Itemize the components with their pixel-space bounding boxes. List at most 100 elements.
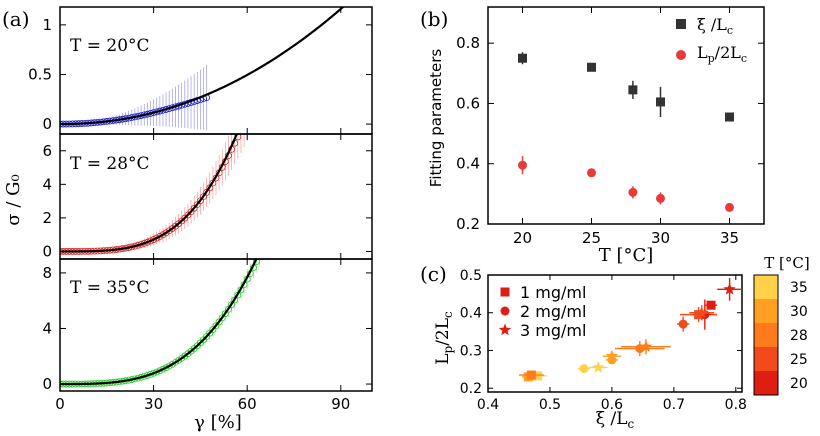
panel-a-sub2-point	[279, 205, 285, 211]
panel-a-sub2-point	[228, 301, 236, 309]
panel-a-sub1-point	[150, 236, 158, 243]
panel-a-sub1-point	[282, 20, 288, 26]
panel-a-sub1-ytick-label: 6	[42, 142, 52, 160]
legend-b-marker-lp	[676, 50, 686, 60]
panel-c-point-star	[639, 340, 653, 352]
panel-b-xtick-label: 20	[513, 229, 532, 247]
panel-a-sub2-data	[60, 0, 369, 388]
panel-b-series1-point	[518, 160, 527, 170]
panel-c-ytick-label: 0.2	[460, 381, 482, 397]
panel-a-sub2-point	[153, 368, 161, 376]
panel-b-legend: ξ /Lc Lp/2Lc	[676, 15, 747, 65]
colorbar-label: 25	[790, 352, 808, 368]
panel-a-sub2-point	[303, 145, 309, 151]
panel-c-point-square	[706, 300, 716, 310]
panel-a-xtick-label: 30	[144, 395, 163, 413]
panel-a-ylabel: σ / G₀	[3, 174, 24, 225]
panel-b-ytick-label: 0.4	[456, 155, 480, 173]
panel-a-sub2-point	[335, 67, 341, 73]
panel-a-sub0-annotation-bg	[64, 34, 170, 56]
panel-b-series0-point	[656, 97, 665, 107]
panel-c-ytick-label: 0.3	[460, 343, 482, 359]
panel-b-series1-point	[628, 187, 638, 197]
panel-a-sub1-point	[238, 127, 244, 133]
panel-a-sub1-data	[60, 20, 288, 255]
panel-a-sub1-point	[254, 92, 260, 98]
panel-a-sub2-point	[266, 233, 272, 239]
panel-b-series0-point	[587, 62, 596, 72]
panel-a-sub1-point	[263, 69, 269, 75]
panel-b-ytick-label: 0.2	[456, 215, 480, 233]
panel-c-point-square	[526, 370, 536, 380]
legend-b-label-xi: ξ /Lc	[697, 15, 733, 37]
panel-b-xtick-label: 35	[720, 229, 739, 247]
panel-b-ytick-label: 0.6	[456, 94, 480, 112]
panel-b-series0-point	[518, 53, 527, 63]
panel-a-sub2-point	[253, 259, 260, 266]
panel-c-ticks: 0.4 0.5 0.6 0.7 0.8 0.2 0.3 0.4 0.5	[460, 268, 747, 413]
panel-b-ylabel: Fitting parameters	[427, 49, 445, 188]
panel-c-xtick-label: 0.6	[601, 397, 623, 413]
colorbar-segment	[754, 371, 778, 395]
panel-a-sub1-point	[203, 188, 211, 196]
panel-a-xtick-label: 60	[238, 395, 257, 413]
panel-a-sub2-point	[269, 226, 275, 232]
panel-b-series1-point	[725, 202, 734, 212]
panel-b-series1-point	[656, 193, 665, 203]
panel-a-sub2-point	[357, 13, 363, 19]
legend-c-marker-circle	[500, 306, 510, 316]
panel-b-xtick-label: 30	[651, 229, 670, 247]
panel-a-sub2-ytick-label: 8	[42, 264, 52, 282]
panel-c-point-star	[592, 360, 605, 373]
colorbar-label: 30	[790, 304, 808, 320]
panel-c-xtick-label: 0.5	[539, 397, 561, 413]
panel-a-sub2-point	[263, 240, 269, 246]
panel-b-xtick-label: 25	[582, 229, 601, 247]
panel-c-colorbar: 35 30 28 25 20 T [°C]	[753, 254, 810, 396]
colorbar-title: T [°C]	[764, 254, 809, 272]
panel-a-sub0-frame	[59, 6, 373, 135]
panel-a-sub1-point	[244, 114, 250, 120]
panel-a-sub2-point	[291, 175, 297, 181]
panel-a-xtick-label: 90	[331, 395, 350, 413]
panel-a-sub2-point	[297, 160, 303, 166]
panel-c-xtick-label: 0.8	[725, 397, 747, 413]
panel-a-sub2-point	[313, 122, 319, 128]
panel-b-xlabel: T [°C]	[599, 245, 654, 266]
panel-a-sub2-point	[288, 183, 294, 189]
panel-a-label: (a)	[2, 7, 30, 31]
panel-c-frame	[487, 274, 743, 393]
colorbar-segment	[754, 323, 778, 347]
panel-a-sub2-ytick-label: 0	[42, 375, 52, 393]
panel-a-sub0-ytick-label: 0	[42, 115, 52, 133]
panel-a-sub0-fit-curve	[60, 7, 345, 126]
panel-a-sub2-point	[316, 114, 322, 120]
panel-a-sub2-point	[282, 197, 288, 203]
panel-a-sub2-point	[275, 212, 281, 218]
panel-a-sub2-point	[363, 0, 369, 4]
panel-b-series0-point	[725, 112, 734, 122]
panel-a-sub2-point	[344, 43, 350, 49]
panel-a-sub0-data	[60, 7, 345, 131]
panel-c-ytick-label: 0.4	[460, 306, 482, 322]
panel-b-data	[518, 52, 734, 212]
panel-a-sub1-point	[153, 234, 161, 242]
panel-a-sub1-point	[241, 121, 247, 127]
panel-a-sub2-point	[307, 137, 313, 143]
colorbar-frame	[753, 274, 779, 396]
panel-a-sub2-point	[300, 153, 306, 159]
panel-a-sub2-annotation: T = 35°C	[70, 278, 150, 298]
panel-a-sub2-point	[272, 219, 278, 225]
panel-c-xtick-label: 0.7	[663, 397, 685, 413]
colorbar-segment	[754, 347, 778, 371]
panel-a-xlabel: γ [%]	[194, 412, 242, 433]
panel-c-xtick-label: 0.4	[477, 397, 499, 413]
panel-a-sub1-point	[279, 29, 285, 35]
panel-b-ticks: 20 25 30 35 0.2 0.4 0.6 0.8	[456, 7, 764, 247]
panel-a-sub2-point	[328, 82, 334, 88]
legend-b-marker-xi	[676, 19, 686, 29]
colorbar-label: 35	[790, 280, 808, 296]
panel-a-sub2-point	[325, 90, 331, 96]
panel-a-sub1-point	[275, 37, 281, 43]
panel-b-series0-point	[628, 85, 638, 95]
